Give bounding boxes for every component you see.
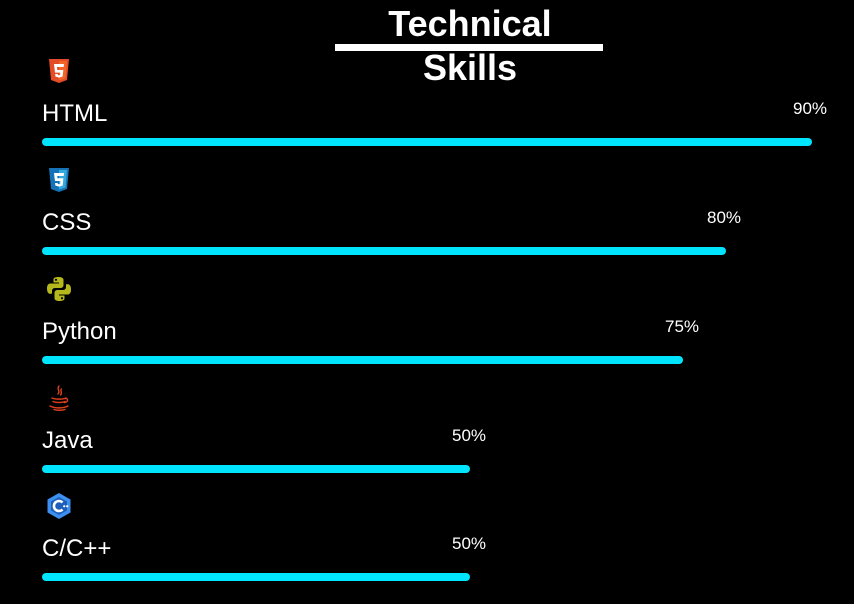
skill-java: Java 50% xyxy=(0,384,854,493)
css3-icon xyxy=(45,166,73,194)
skill-python: Python 75% xyxy=(0,275,854,384)
skill-progress-bar xyxy=(42,356,683,364)
skill-progress-bar xyxy=(42,138,812,146)
skill-name: CSS xyxy=(42,209,92,236)
skill-name: Java xyxy=(42,427,93,454)
python-icon xyxy=(45,275,73,303)
skill-percent: 90% xyxy=(793,99,828,118)
skill-percent: 50% xyxy=(452,426,487,445)
skill-c-cpp: C/C++ 50% xyxy=(0,492,854,601)
skill-progress-bar xyxy=(42,573,470,581)
java-icon xyxy=(45,384,73,412)
skill-progress-bar xyxy=(42,247,726,255)
page-title: Technical Skills xyxy=(388,3,552,88)
skill-name: C/C++ xyxy=(42,535,112,562)
skill-name: HTML xyxy=(42,100,108,127)
skill-percent: 80% xyxy=(707,208,742,227)
html5-icon xyxy=(45,57,73,85)
skill-html: HTML 90% xyxy=(0,57,854,166)
skill-percent: 50% xyxy=(452,534,487,553)
skill-name: Python xyxy=(42,318,117,345)
skill-percent: 75% xyxy=(665,317,700,336)
skill-progress-bar xyxy=(42,465,470,473)
c-cpp-icon xyxy=(45,492,73,520)
title-underline xyxy=(335,44,603,51)
skill-css: CSS 80% xyxy=(0,166,854,275)
